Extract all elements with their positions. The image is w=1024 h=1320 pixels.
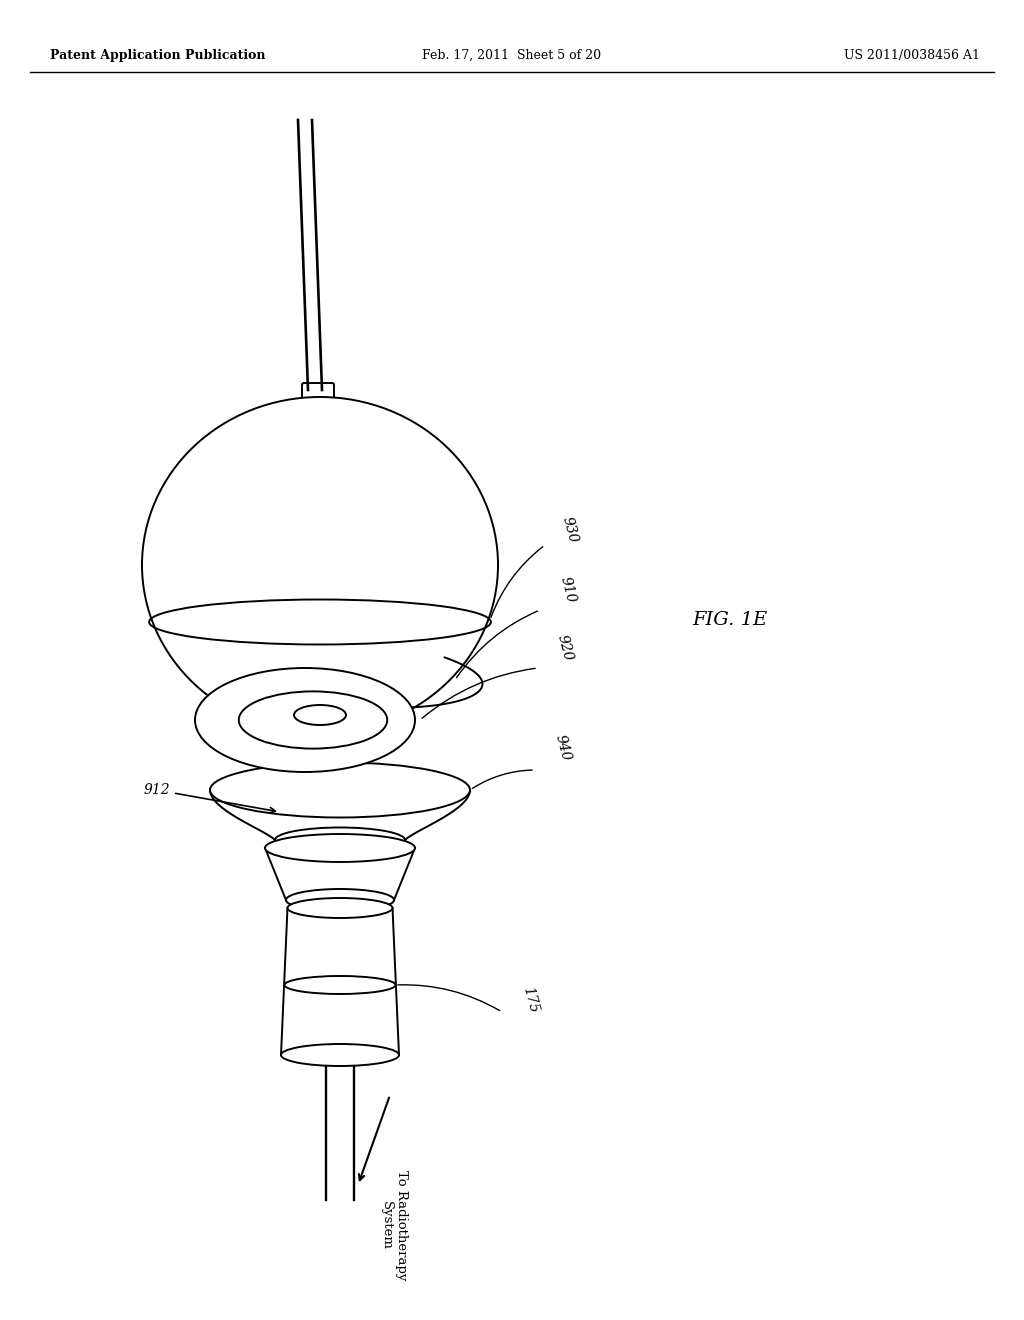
Text: 920: 920 <box>555 634 575 663</box>
Ellipse shape <box>281 1044 399 1067</box>
FancyBboxPatch shape <box>302 383 334 407</box>
Text: FIG. 1E: FIG. 1E <box>692 611 768 630</box>
Ellipse shape <box>275 828 406 853</box>
Ellipse shape <box>294 705 346 725</box>
Ellipse shape <box>265 834 415 862</box>
Ellipse shape <box>142 397 498 733</box>
Text: US 2011/0038456 A1: US 2011/0038456 A1 <box>844 49 980 62</box>
Ellipse shape <box>286 888 394 911</box>
Text: Patent Application Publication: Patent Application Publication <box>50 49 265 62</box>
Ellipse shape <box>285 975 395 994</box>
Text: 940: 940 <box>553 734 573 763</box>
Ellipse shape <box>210 763 470 817</box>
Text: To Radiotherapy
System: To Radiotherapy System <box>380 1170 408 1280</box>
Ellipse shape <box>195 668 415 772</box>
Text: 910: 910 <box>558 576 579 605</box>
Text: 175: 175 <box>520 985 541 1015</box>
Text: Feb. 17, 2011  Sheet 5 of 20: Feb. 17, 2011 Sheet 5 of 20 <box>423 49 601 62</box>
Ellipse shape <box>239 692 387 748</box>
Ellipse shape <box>288 898 392 917</box>
Text: 912: 912 <box>143 783 275 813</box>
Text: 930: 930 <box>560 515 581 545</box>
